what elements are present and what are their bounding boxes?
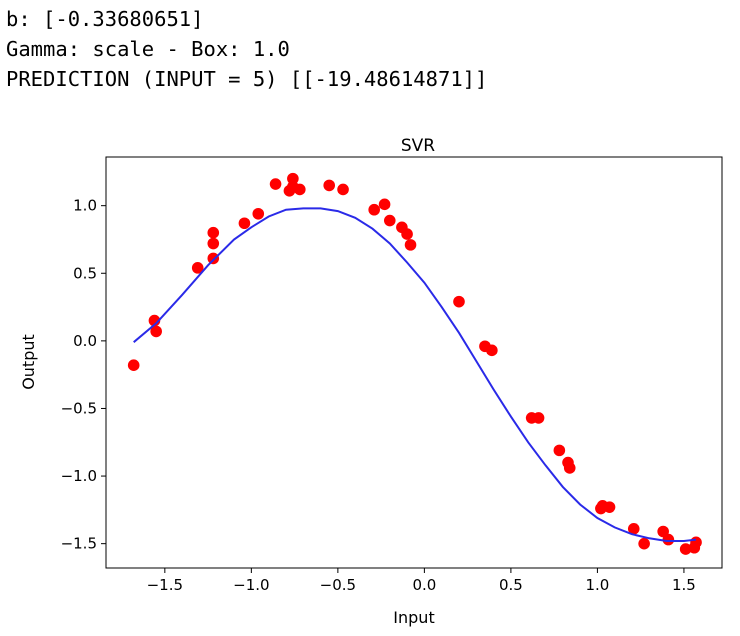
scatter-point — [127, 359, 140, 372]
scatter-point — [453, 295, 465, 308]
x-tick-label: −0.5 — [320, 576, 356, 594]
console-output: b: [-0.33680651] Gamma: scale - Box: 1.0… — [6, 4, 487, 94]
scatter-point — [603, 501, 616, 513]
y-tick-label: 1.0 — [73, 197, 97, 215]
scatter-point — [679, 543, 692, 555]
x-tick-label: 0.0 — [412, 576, 436, 594]
gamma-box-output-line: Gamma: scale - Box: 1.0 — [6, 37, 290, 61]
y-tick-label: −1.5 — [61, 535, 97, 553]
x-tick-label: −1.5 — [147, 576, 183, 594]
scatter-point — [486, 344, 498, 357]
scatter-point — [323, 179, 336, 192]
bias-output-line: b: [-0.33680651] — [6, 7, 204, 31]
scatter-point — [690, 536, 702, 549]
scatter-point — [638, 537, 650, 550]
x-tick-label: 1.5 — [672, 576, 696, 594]
x-axis-ticks: −1.5 −1.0 −0.5 0.0 0.5 1.0 1.5 — [147, 568, 696, 594]
scatter-point — [563, 462, 576, 474]
scatter-point — [293, 183, 306, 196]
x-tick-label: 1.0 — [585, 576, 609, 594]
scatter-point — [662, 533, 675, 546]
scatter-point — [401, 228, 413, 240]
chart-title: SVR — [401, 136, 435, 156]
plot-frame — [105, 156, 723, 569]
scatter-point — [207, 252, 220, 265]
scatter-point — [252, 207, 265, 220]
prediction-output-line: PREDICTION (INPUT = 5) [[-19.48614871]] — [6, 67, 488, 91]
x-axis-label: Input — [393, 608, 434, 627]
scatter-point — [627, 522, 640, 535]
scatter-point — [238, 217, 251, 230]
x-tick-label: 0.5 — [499, 576, 523, 594]
scatter-point — [150, 325, 162, 338]
scatter-point — [269, 178, 282, 190]
scatter-point — [368, 203, 381, 216]
y-tick-label: 0.0 — [73, 332, 97, 350]
scatter-point — [383, 214, 396, 227]
y-axis-ticks: −1.5 −1.0 −0.5 0.0 0.5 1.0 — [61, 197, 106, 553]
y-tick-label: −1.0 — [61, 467, 97, 485]
scatter-point — [287, 172, 299, 185]
svr-prediction-line — [133, 207, 697, 542]
y-tick-label: −0.5 — [61, 399, 97, 417]
scatter-point — [191, 262, 204, 274]
scatter-point — [404, 239, 417, 251]
scatter-point — [532, 412, 545, 424]
chart-marks — [127, 172, 702, 555]
y-axis-label: Output — [19, 334, 38, 390]
scatter-point — [553, 444, 566, 457]
scatter-point — [337, 183, 349, 196]
x-tick-label: −1.0 — [233, 576, 269, 594]
scatter-point — [207, 226, 220, 239]
y-tick-label: 0.5 — [73, 264, 97, 282]
scatter-point — [207, 237, 220, 250]
scatter-point — [378, 198, 391, 211]
